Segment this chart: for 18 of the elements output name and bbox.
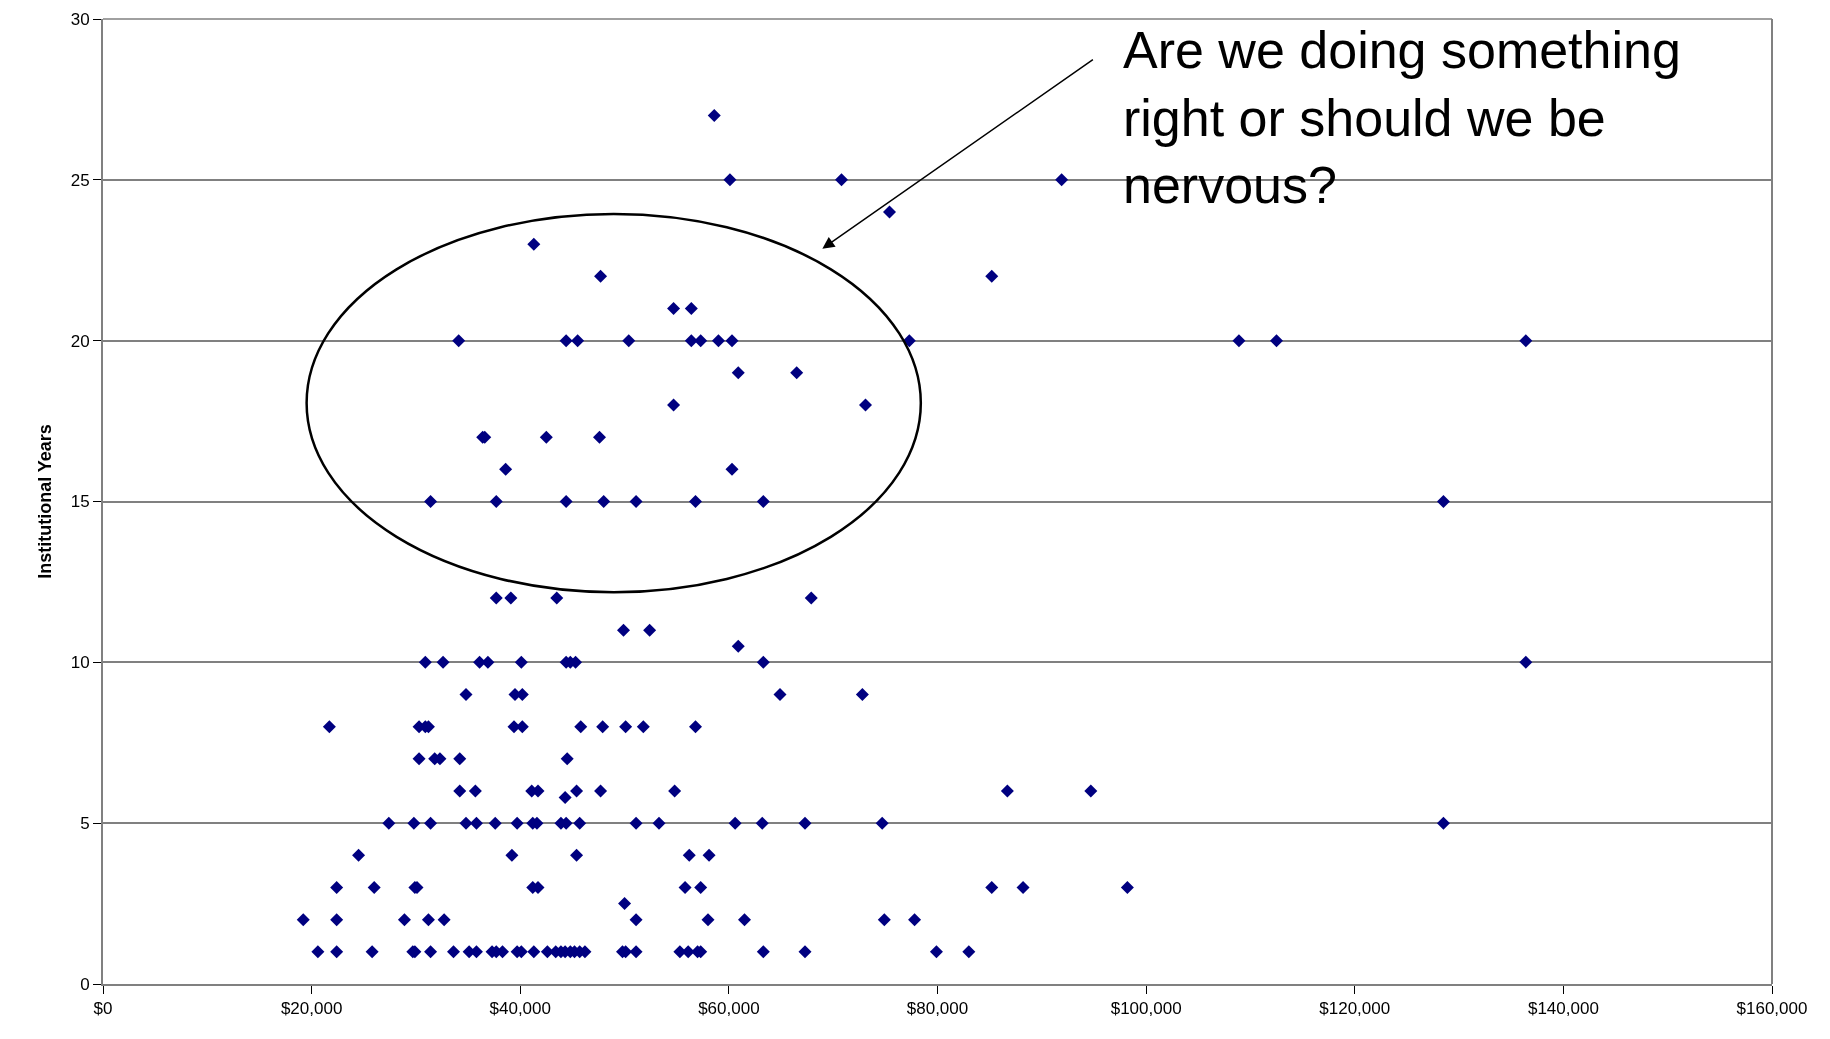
x-tick-label: $0 [93, 999, 113, 1019]
x-tick-label: $40,000 [489, 999, 551, 1019]
x-tick-label: $100,000 [1110, 999, 1182, 1019]
annotation: Are we doing something right or should we be nervous? [1123, 21, 1681, 215]
y-axis-title: Institutional Years [35, 424, 56, 579]
x-tick-label: $160,000 [1736, 999, 1808, 1019]
x-tick-label: $140,000 [1527, 999, 1599, 1019]
x-tick-label: $20,000 [280, 999, 343, 1019]
x-tick-label: $80,000 [906, 999, 969, 1019]
y-tick-label: 15 [70, 492, 90, 512]
y-tick-label: 30 [70, 9, 90, 29]
x-tick-label: $60,000 [698, 999, 760, 1019]
y-tick-label: 10 [70, 653, 90, 673]
y-tick-label: 0 [80, 974, 90, 994]
y-tick-label: 20 [70, 331, 90, 351]
y-tick-label: 25 [70, 170, 90, 190]
y-tick-label: 5 [80, 814, 90, 834]
x-tick-label: $120,000 [1319, 999, 1391, 1019]
